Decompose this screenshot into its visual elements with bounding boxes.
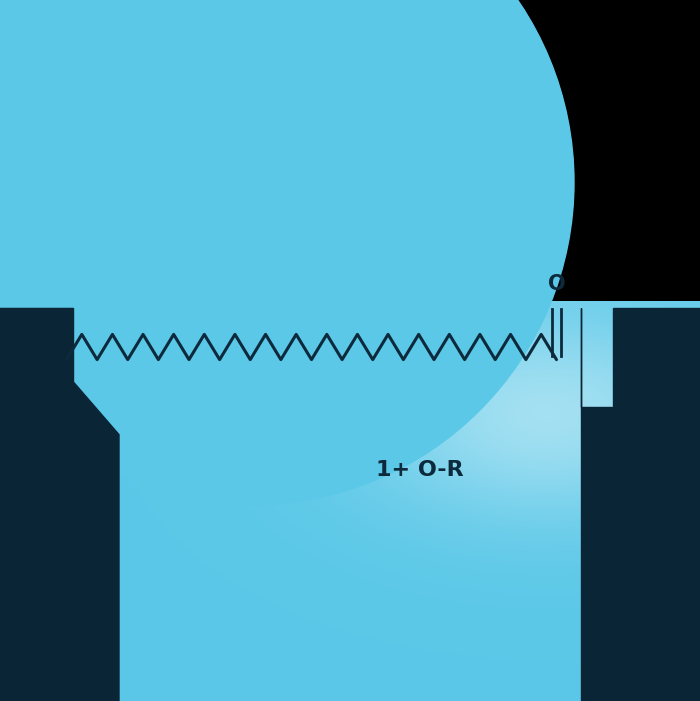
Polygon shape bbox=[0, 308, 119, 701]
Text: O: O bbox=[547, 273, 566, 294]
Polygon shape bbox=[581, 308, 700, 701]
Text: 1+ O-R: 1+ O-R bbox=[376, 460, 464, 479]
Circle shape bbox=[0, 0, 574, 505]
